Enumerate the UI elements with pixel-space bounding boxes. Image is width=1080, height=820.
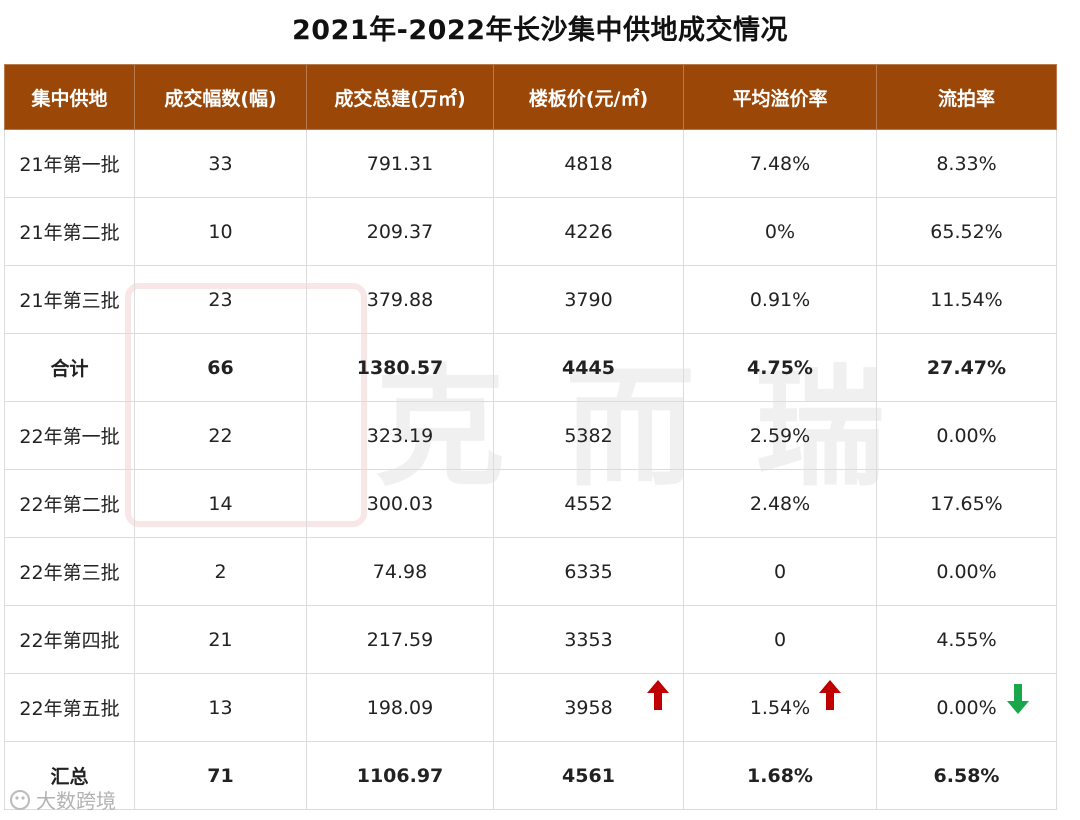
cell-price: 4561 bbox=[493, 741, 684, 810]
cell-area: 379.88 bbox=[306, 265, 494, 334]
header-price: 楼板价(元/㎡) bbox=[493, 64, 684, 130]
table-row: 22年第二批 14 300.03 4552 2.48% 17.65% bbox=[4, 469, 1057, 538]
cell-count: 22 bbox=[134, 401, 307, 470]
land-supply-table: 集中供地 成交幅数(幅) 成交总建(万㎡) 楼板价(元/㎡) 平均溢价率 流拍率… bbox=[4, 64, 1057, 810]
price-wrap: 3958 bbox=[564, 697, 612, 719]
cell-price: 4445 bbox=[493, 333, 684, 402]
cell-price: 3353 bbox=[493, 605, 684, 674]
cell-count: 2 bbox=[134, 537, 307, 606]
cell-premium-value: 1.54% bbox=[749, 696, 811, 719]
cell-count: 13 bbox=[134, 673, 307, 742]
cell-premium: 2.48% bbox=[683, 469, 877, 538]
arrow-up-icon bbox=[646, 679, 669, 710]
cell-price: 4818 bbox=[493, 129, 684, 198]
cell-price: 6335 bbox=[493, 537, 684, 606]
page-title: 2021年-2022年长沙集中供地成交情况 bbox=[292, 15, 788, 46]
cell-batch: 21年第一批 bbox=[4, 129, 135, 198]
cell-premium: 4.75% bbox=[683, 333, 877, 402]
cell-premium: 2.59% bbox=[683, 401, 877, 470]
table-row: 22年第一批 22 323.19 5382 2.59% 0.00% bbox=[4, 401, 1057, 470]
cell-batch: 22年第二批 bbox=[4, 469, 135, 538]
brand-logo-icon bbox=[10, 789, 30, 810]
cell-fail: 0.00% bbox=[876, 537, 1057, 606]
cell-area: 1106.97 bbox=[306, 741, 494, 810]
header-count: 成交幅数(幅) bbox=[134, 64, 307, 130]
premium-wrap: 1.54% bbox=[646, 679, 841, 719]
cell-price: 3790 bbox=[493, 265, 684, 334]
cell-area: 217.59 bbox=[306, 605, 494, 674]
cell-count: 66 bbox=[134, 333, 307, 402]
cell-fail: 11.54% bbox=[876, 265, 1057, 334]
cell-price-value: 3958 bbox=[564, 696, 613, 719]
arrow-up-icon bbox=[818, 679, 841, 710]
table-row-total: 汇总 71 1106.97 4561 1.68% 6.58% bbox=[4, 741, 1057, 810]
cell-count: 14 bbox=[134, 469, 307, 538]
cell-premium: 1.68% bbox=[683, 741, 877, 810]
cell-price: 5382 bbox=[493, 401, 684, 470]
header-area: 成交总建(万㎡) bbox=[306, 64, 494, 130]
table-row: 22年第五批 13 198.09 3958 1.54% bbox=[4, 673, 1057, 742]
cell-count: 23 bbox=[134, 265, 307, 334]
cell-fail: 27.47% bbox=[876, 333, 1057, 402]
table-row: 21年第二批 10 209.37 4226 0% 65.52% bbox=[4, 197, 1057, 266]
cell-fail: 4.55% bbox=[876, 605, 1057, 674]
table-row-subtotal: 合计 66 1380.57 4445 4.75% 27.47% bbox=[4, 333, 1057, 402]
cell-batch: 合计 bbox=[4, 333, 135, 402]
cell-area: 209.37 bbox=[306, 197, 494, 266]
cell-area: 791.31 bbox=[306, 129, 494, 198]
header-fail: 流拍率 bbox=[876, 64, 1057, 130]
cell-count: 71 bbox=[134, 741, 307, 810]
cell-batch: 21年第三批 bbox=[4, 265, 135, 334]
cell-batch: 汇总 bbox=[4, 741, 135, 810]
cell-area: 198.09 bbox=[306, 673, 494, 742]
footer-brand: 大数跨境 bbox=[8, 785, 116, 814]
cell-fail: 65.52% bbox=[876, 197, 1057, 266]
cell-batch: 22年第三批 bbox=[4, 537, 135, 606]
footer-brand-text: 大数跨境 bbox=[36, 789, 116, 813]
cell-fail: 6.58% bbox=[876, 741, 1057, 810]
cell-premium: 0% bbox=[683, 197, 877, 266]
cell-premium: 7.48% bbox=[683, 129, 877, 198]
cell-fail: 17.65% bbox=[876, 469, 1057, 538]
table-header-row: 集中供地 成交幅数(幅) 成交总建(万㎡) 楼板价(元/㎡) 平均溢价率 流拍率 bbox=[4, 64, 1057, 130]
fail-wrap: 0.00% bbox=[936, 683, 1030, 719]
table-row: 22年第四批 21 217.59 3353 0 4.55% bbox=[4, 605, 1057, 674]
cell-area: 1380.57 bbox=[306, 333, 494, 402]
cell-premium: 0 bbox=[683, 537, 877, 606]
header-premium: 平均溢价率 bbox=[683, 64, 877, 130]
cell-count: 21 bbox=[134, 605, 307, 674]
table-row: 22年第三批 2 74.98 6335 0 0.00% bbox=[4, 537, 1057, 606]
arrow-down-icon bbox=[1007, 683, 1030, 714]
cell-premium: 1.54% bbox=[646, 673, 877, 742]
table-row: 21年第三批 23 379.88 3790 0.91% 11.54% bbox=[4, 265, 1057, 334]
cell-count: 10 bbox=[134, 197, 307, 266]
cell-batch: 22年第一批 bbox=[4, 401, 135, 470]
header-batch: 集中供地 bbox=[4, 64, 135, 130]
cell-area: 74.98 bbox=[306, 537, 494, 606]
cell-area: 300.03 bbox=[306, 469, 494, 538]
cell-premium: 0 bbox=[683, 605, 877, 674]
table-row: 21年第一批 33 791.31 4818 7.48% 8.33% bbox=[4, 129, 1057, 198]
cell-premium: 0.91% bbox=[683, 265, 877, 334]
cell-batch: 22年第五批 bbox=[4, 673, 135, 742]
cell-batch: 22年第四批 bbox=[4, 605, 135, 674]
cell-batch: 21年第二批 bbox=[4, 197, 135, 266]
cell-fail-value: 0.00% bbox=[936, 696, 997, 719]
cell-area: 323.19 bbox=[306, 401, 494, 470]
cell-count: 33 bbox=[134, 129, 307, 198]
cell-fail: 0.00% bbox=[876, 673, 1057, 742]
cell-price: 4226 bbox=[493, 197, 684, 266]
cell-fail: 0.00% bbox=[876, 401, 1057, 470]
cell-fail: 8.33% bbox=[876, 129, 1057, 198]
cell-price: 4552 bbox=[493, 469, 684, 538]
